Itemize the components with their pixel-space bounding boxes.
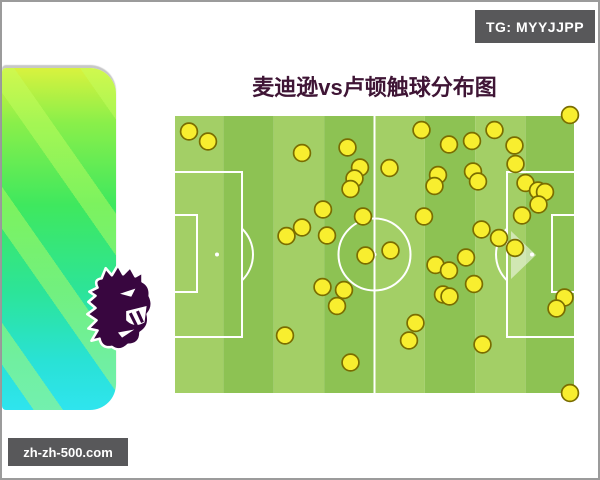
touch-dot bbox=[198, 132, 218, 151]
touch-dot bbox=[439, 135, 459, 154]
pitch-stripe bbox=[374, 114, 425, 395]
touch-dot bbox=[489, 228, 509, 248]
touch-dot bbox=[439, 261, 459, 280]
touch-dot bbox=[399, 331, 419, 350]
touch-dot bbox=[505, 136, 524, 155]
touch-dot bbox=[462, 131, 482, 151]
lion-jaw bbox=[117, 329, 135, 338]
premier-league-panel bbox=[2, 68, 154, 410]
watermark-badge: zh-zh-500.com bbox=[8, 438, 128, 466]
chart-title: 麦迪逊vs卢顿触球分布图 bbox=[252, 75, 497, 100]
touch-dot bbox=[381, 241, 400, 260]
touch-dot bbox=[485, 120, 504, 140]
touch-dot bbox=[456, 248, 476, 267]
touch-dots bbox=[179, 105, 580, 403]
pitch-stripe bbox=[223, 114, 274, 395]
touch-dot bbox=[512, 206, 532, 225]
center-circle bbox=[337, 217, 412, 292]
touch-dot bbox=[464, 274, 484, 294]
touch-dot bbox=[313, 277, 332, 297]
touch-dot bbox=[529, 195, 548, 214]
touch-dot bbox=[425, 176, 444, 196]
lion-eye bbox=[120, 288, 136, 297]
touch-dot bbox=[313, 200, 333, 219]
pitch-stripe bbox=[173, 114, 224, 395]
touch-dot bbox=[353, 207, 373, 226]
touch-dot bbox=[327, 296, 347, 316]
pitch-lines bbox=[173, 114, 576, 395]
lion-muzzle-stripes bbox=[128, 310, 144, 327]
touch-dot bbox=[341, 353, 360, 372]
premier-league-lion-logo bbox=[86, 263, 154, 351]
touch-dot bbox=[341, 179, 360, 199]
left-penalty-arc bbox=[241, 227, 254, 282]
touch-dot bbox=[472, 220, 491, 239]
touch-map-pitch bbox=[173, 105, 580, 403]
touch-dot bbox=[473, 335, 492, 354]
tg-badge: TG: MYYJJPP bbox=[475, 10, 595, 43]
touch-dot bbox=[547, 299, 566, 318]
touch-map bbox=[173, 105, 580, 403]
touch-dot bbox=[277, 226, 296, 246]
touch-dot bbox=[414, 207, 434, 226]
touch-dot bbox=[179, 122, 199, 141]
touch-dot bbox=[380, 158, 399, 178]
left-goal-box bbox=[173, 214, 198, 293]
touch-dot bbox=[505, 238, 525, 258]
touch-dot bbox=[292, 218, 312, 237]
lion-silhouette bbox=[86, 263, 154, 351]
touch-dot bbox=[440, 287, 459, 306]
touch-dot bbox=[560, 383, 580, 403]
touch-dot bbox=[275, 326, 295, 345]
touch-dot bbox=[560, 105, 580, 125]
touch-dot bbox=[356, 246, 375, 265]
touch-dot bbox=[506, 154, 525, 174]
touch-dot bbox=[406, 313, 425, 333]
touch-dot bbox=[317, 226, 337, 245]
touch-dot bbox=[412, 120, 431, 140]
touch-dot bbox=[338, 138, 357, 157]
touch-dot bbox=[468, 172, 488, 191]
left-penalty-spot bbox=[215, 252, 219, 257]
touch-dot bbox=[292, 143, 312, 163]
touch-dot bbox=[334, 280, 354, 300]
